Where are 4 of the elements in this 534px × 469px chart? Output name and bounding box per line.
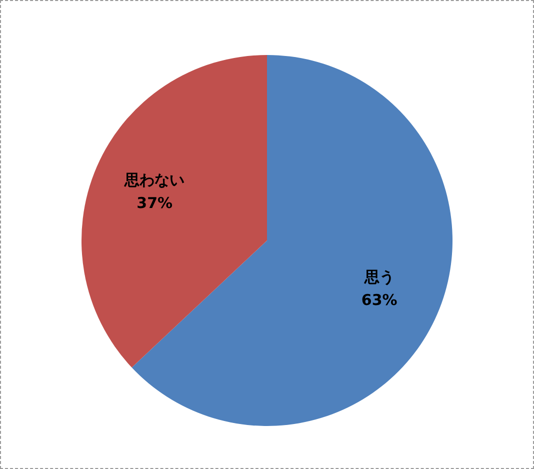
data-label: 37%	[136, 194, 173, 212]
data-label: 63%	[361, 291, 398, 310]
slice-label: 思う	[363, 268, 394, 286]
slice-label: 思わない	[124, 170, 185, 189]
